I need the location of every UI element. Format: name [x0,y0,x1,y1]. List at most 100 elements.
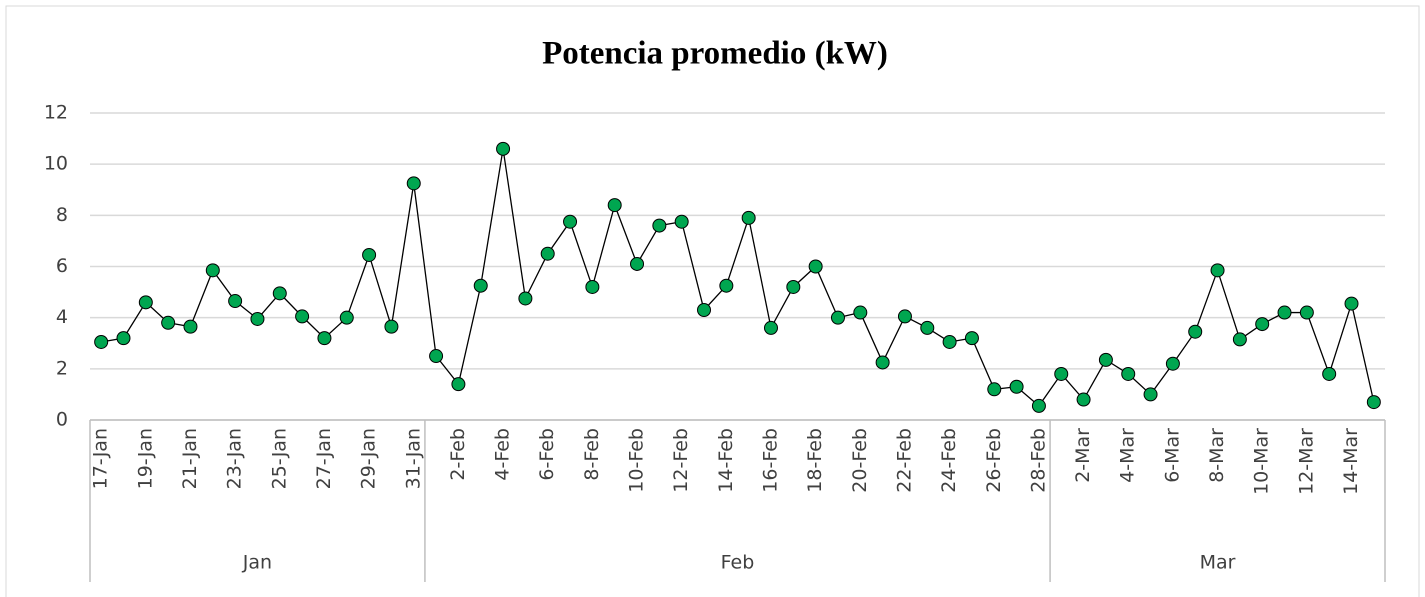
x-tick-label: 18-Feb [804,428,826,493]
point [1165,356,1180,371]
series-line [101,148,1375,407]
point [161,315,176,330]
point [116,331,131,346]
y-tick-label: 6 [56,255,68,277]
x-tick-label: 6-Feb [536,428,558,481]
group-label: Feb [721,552,755,574]
x-tick-label: 10-Mar [1251,428,1273,495]
point [1009,379,1024,394]
point [875,355,890,370]
x-tick-label: 8-Feb [581,428,603,481]
point [585,279,600,294]
group-label: Jan [242,552,272,574]
x-tick-label: 4-Feb [492,428,514,481]
point [607,198,622,213]
point [1143,387,1158,402]
point [1054,366,1069,381]
x-tick-label: 8-Mar [1206,428,1228,483]
point [1031,398,1046,413]
x-tick-label: 19-Jan [134,428,156,489]
point [228,294,243,309]
point [1255,317,1270,332]
point [1076,392,1091,407]
point [1277,305,1292,320]
point [808,259,823,274]
x-tick-label: 14-Feb [715,428,737,493]
point [786,279,801,294]
point [830,310,845,325]
x-tick-label: 21-Jan [179,428,201,489]
point [741,210,756,225]
point [183,319,198,334]
point [317,331,332,346]
x-tick-label: 26-Feb [983,428,1005,493]
point [1344,296,1359,311]
point [250,311,265,326]
x-tick-label: 4-Mar [1117,428,1139,483]
point [920,320,935,335]
point [987,382,1002,397]
x-tick-label: 17-Jan [90,428,112,489]
point [473,278,488,293]
x-tick-label: 31-Jan [402,428,424,489]
x-tick-label: 24-Feb [938,428,960,493]
y-tick-label: 12 [44,102,68,124]
point [205,263,220,278]
y-tick-label: 8 [56,204,68,226]
point [496,141,511,156]
x-tick-label: 23-Jan [224,428,246,489]
point [1366,395,1381,410]
point [1322,366,1337,381]
point [652,218,667,233]
x-tick-label: 12-Mar [1295,428,1317,495]
chart-title: Potencia promedio (kW) [542,36,888,72]
point [697,302,712,317]
x-tick-label: 2-Feb [447,428,469,481]
y-tick-label: 2 [56,357,68,379]
x-tick-label: 2-Mar [1072,428,1094,483]
point [674,214,689,229]
x-tick-label: 20-Feb [849,428,871,493]
group-label: Mar [1200,552,1236,574]
x-tick-label: 29-Jan [358,428,380,489]
point [942,334,957,349]
point [406,176,421,191]
point [362,247,377,262]
point [94,334,109,349]
x-tick-label: 12-Feb [670,428,692,493]
point [1098,352,1113,367]
point [540,246,555,261]
point [1210,263,1225,278]
x-tick-label: 27-Jan [313,428,335,489]
point [451,377,466,392]
x-tick-label: 25-Jan [268,428,290,489]
x-tick-label: 22-Feb [893,428,915,493]
point [1188,324,1203,339]
point [897,309,912,324]
point [763,320,778,335]
x-tick-label: 28-Feb [1027,428,1049,493]
point [138,295,153,310]
x-tick-label: 6-Mar [1161,428,1183,483]
point [563,214,578,229]
point [1299,305,1314,320]
point [339,310,354,325]
point [295,309,310,324]
point [1232,332,1247,347]
point [964,331,979,346]
point [518,291,533,306]
point [630,256,645,271]
point [719,278,734,293]
point [1121,366,1136,381]
point [272,286,287,301]
y-tick-label: 0 [56,409,68,431]
y-tick-label: 10 [44,153,68,175]
x-tick-label: 14-Mar [1340,428,1362,495]
x-tick-label: 10-Feb [626,428,648,493]
point [384,319,399,334]
x-tick-label: 16-Feb [759,428,781,493]
point [429,349,444,364]
point [853,305,868,320]
y-tick-label: 4 [56,306,68,328]
